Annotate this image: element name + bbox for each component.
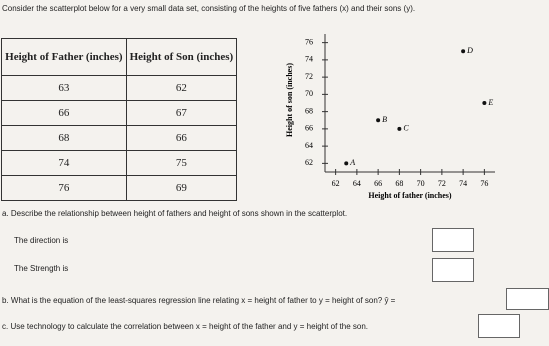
cell: 76 — [1, 175, 127, 201]
x-tick-label: 62 — [332, 179, 340, 188]
cell: 69 — [125, 175, 238, 201]
data-table: Height of Father (inches) Height of Son (… — [1, 38, 238, 201]
strength-label: The Strength is — [14, 264, 69, 273]
answer-box[interactable] — [478, 314, 520, 338]
point — [344, 161, 349, 166]
y-tick-label: 62 — [305, 158, 313, 167]
answer-box[interactable] — [432, 228, 474, 252]
direction-label: The direction is — [14, 236, 69, 245]
y-tick-label: 74 — [305, 55, 313, 64]
cell: 67 — [125, 100, 238, 126]
y-tick-label: 64 — [305, 141, 313, 150]
point-label: C — [403, 124, 409, 133]
point-label: B — [382, 115, 387, 124]
cell: 66 — [1, 100, 127, 126]
cell: 68 — [1, 125, 127, 151]
intro: Consider the scatterplot below for a ver… — [2, 4, 416, 13]
y-axis-label: Height of son (inches) — [285, 63, 294, 137]
answer-box[interactable] — [506, 288, 549, 310]
point-label: D — [466, 46, 473, 55]
x-tick-label: 70 — [417, 179, 425, 188]
y-tick-label: 68 — [305, 106, 313, 115]
cell: 62 — [125, 75, 238, 101]
x-tick-label: 68 — [395, 179, 403, 188]
question-a: a. Describe the relationship between hei… — [2, 209, 348, 218]
y-tick-label: 66 — [305, 124, 313, 133]
point — [461, 49, 466, 54]
point-label: A — [349, 158, 355, 167]
point-label: E — [487, 98, 493, 107]
question-b: b. What is the equation of the least-squ… — [2, 296, 396, 305]
x-tick-label: 66 — [374, 179, 382, 188]
x-axis-label: Height of father (inches) — [368, 191, 452, 200]
y-tick-label: 70 — [305, 89, 313, 98]
y-tick-label: 72 — [305, 72, 313, 81]
x-tick-label: 64 — [353, 179, 361, 188]
x-tick-label: 76 — [480, 179, 488, 188]
point — [376, 118, 381, 123]
question-c: c. Use technology to calculate the corre… — [2, 322, 369, 331]
answer-box[interactable] — [432, 258, 474, 282]
table-header: Height of Son (inches) — [125, 38, 238, 76]
point — [397, 126, 402, 131]
x-tick-label: 72 — [438, 179, 446, 188]
point — [482, 101, 487, 105]
x-tick-label: 74 — [459, 179, 467, 188]
table-header: Height of Father (inches) — [1, 38, 127, 76]
y-tick-label: 76 — [305, 37, 313, 46]
